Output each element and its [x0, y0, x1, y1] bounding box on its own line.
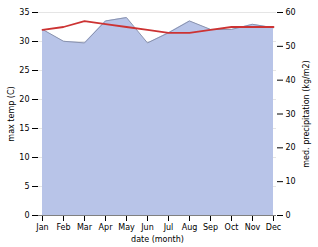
svg-text:60: 60: [286, 8, 296, 17]
svg-text:Nov: Nov: [245, 223, 261, 232]
svg-text:Jul: Jul: [163, 223, 174, 232]
svg-text:Mar: Mar: [77, 223, 93, 232]
svg-text:20: 20: [19, 95, 29, 104]
svg-text:35: 35: [19, 8, 29, 17]
svg-text:0: 0: [286, 211, 291, 220]
svg-text:15: 15: [19, 124, 29, 133]
svg-text:Sep: Sep: [203, 223, 218, 232]
svg-text:10: 10: [19, 153, 29, 162]
svg-text:30: 30: [286, 110, 296, 119]
svg-text:5: 5: [24, 182, 29, 191]
svg-text:Oct: Oct: [225, 223, 239, 232]
svg-text:40: 40: [286, 76, 296, 85]
svg-text:0: 0: [24, 211, 29, 220]
svg-text:Jan: Jan: [35, 223, 48, 232]
svg-text:May: May: [118, 223, 135, 232]
svg-text:max temp (C): max temp (C): [7, 86, 16, 141]
svg-text:10: 10: [286, 177, 296, 186]
svg-text:Apr: Apr: [99, 223, 114, 232]
svg-text:30: 30: [19, 37, 29, 46]
svg-text:Aug: Aug: [182, 223, 198, 232]
svg-text:date (month): date (month): [131, 235, 184, 244]
svg-text:20: 20: [286, 143, 296, 152]
svg-text:25: 25: [19, 66, 29, 75]
svg-text:Feb: Feb: [56, 223, 70, 232]
svg-text:Jun: Jun: [140, 223, 154, 232]
svg-text:med. precipitation (kg/m2): med. precipitation (kg/m2): [302, 60, 311, 167]
svg-text:50: 50: [286, 42, 296, 51]
svg-text:Dec: Dec: [266, 223, 281, 232]
